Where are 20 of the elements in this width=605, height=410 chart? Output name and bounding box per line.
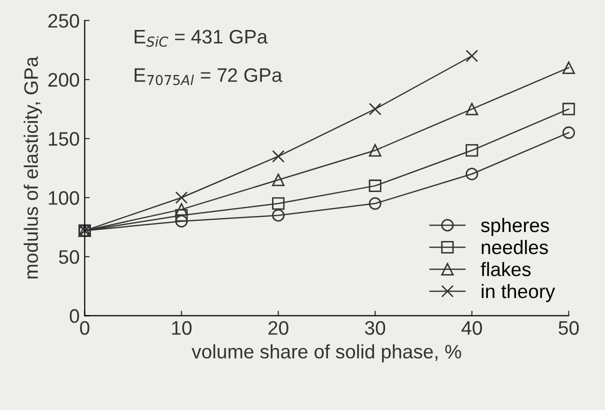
y-tick-label: 250 <box>48 14 80 28</box>
legend-label: spheres <box>481 218 549 236</box>
legend-label: needles <box>482 240 548 254</box>
y-axis-title: modulus of elasticity, GPa <box>24 56 42 278</box>
legend-label: flakes <box>480 262 531 276</box>
x-axis-title: volume share of solid phase, % <box>192 344 462 362</box>
y-tick-label: 150 <box>48 132 80 146</box>
x-tick-label: 20 <box>268 321 288 335</box>
y-tick-label: 200 <box>48 73 80 87</box>
y-tick-label: 0 <box>70 309 80 323</box>
y-tick-label: 50 <box>58 250 80 264</box>
x-tick-label: 0 <box>80 321 90 335</box>
annotation: E$_{SiC}$ = 431 GPa <box>134 30 268 47</box>
x-tick-label: 30 <box>365 321 386 335</box>
x-tick-label: 10 <box>172 321 192 335</box>
legend-label: in theory <box>482 284 556 302</box>
x-tick-label: 50 <box>558 321 579 335</box>
y-tick-label: 100 <box>48 191 80 205</box>
x-tick-label: 40 <box>462 321 482 335</box>
annotation: E$_{7075Al}$ = 72 GPa <box>134 68 282 86</box>
